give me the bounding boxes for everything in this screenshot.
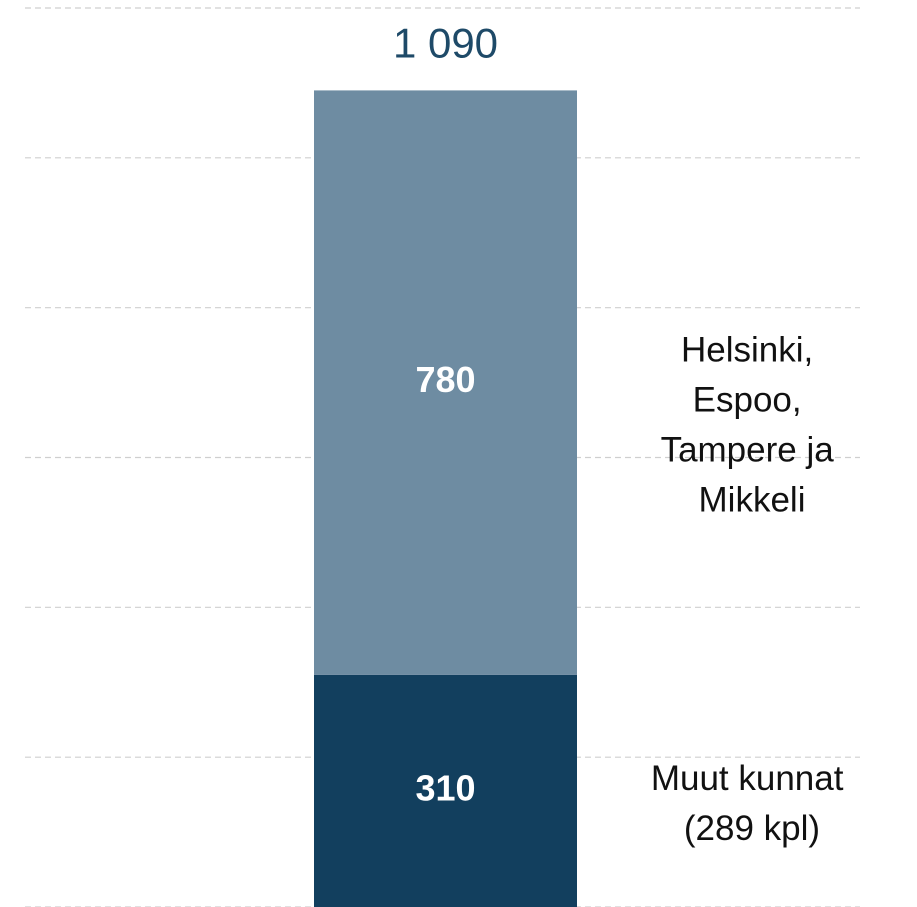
bar-segment xyxy=(314,90,577,675)
bar-segment xyxy=(314,674,577,907)
value-label: 780 xyxy=(415,359,475,400)
legend-label: Helsinki, Espoo, Tampere ja Mikkeli xyxy=(661,331,844,520)
total-label: 1 090 xyxy=(393,20,498,67)
value-label: 310 xyxy=(415,767,475,808)
legend-label: Muut kunnat (289 kpl) xyxy=(651,759,853,848)
